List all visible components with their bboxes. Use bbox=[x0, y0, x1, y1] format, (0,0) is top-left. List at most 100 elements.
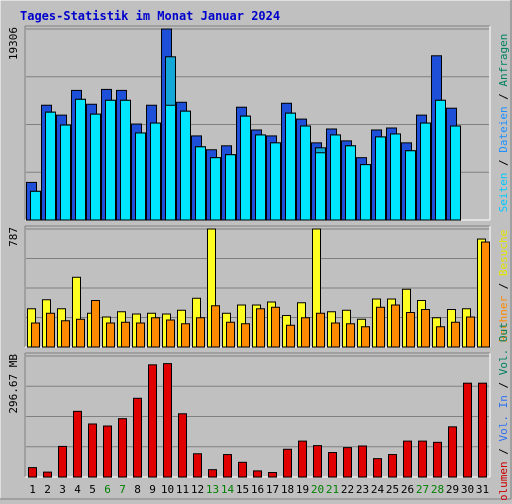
x-tick-label: 7 bbox=[119, 483, 126, 496]
y-axis-max-label: 296.67 MB bbox=[7, 354, 20, 414]
x-tick-label: 27 bbox=[416, 483, 429, 496]
12 bbox=[211, 305, 220, 348]
y-axis-max-label: 787 bbox=[7, 227, 20, 247]
14 bbox=[241, 323, 250, 348]
chart-title: Tages-Statistik im Monat Januar 2024 bbox=[20, 9, 280, 23]
x-tick-label: 22 bbox=[341, 483, 354, 496]
15 bbox=[253, 470, 262, 478]
29 bbox=[466, 316, 475, 348]
13 bbox=[225, 154, 236, 221]
x-tick-label: 11 bbox=[176, 483, 189, 496]
19 bbox=[316, 312, 325, 348]
3 bbox=[75, 98, 86, 221]
11 bbox=[195, 146, 206, 221]
17 bbox=[286, 324, 295, 348]
1 bbox=[46, 312, 55, 348]
legend-top: Seiten / Dateien / Anfragen bbox=[497, 34, 510, 213]
legend-entry: / bbox=[497, 87, 510, 107]
x-tick-label: 19 bbox=[296, 483, 309, 496]
18 bbox=[298, 440, 307, 478]
24 bbox=[388, 454, 397, 478]
16 bbox=[270, 142, 281, 221]
2 bbox=[60, 124, 71, 221]
y-axis-max-label: 19306 bbox=[7, 27, 20, 60]
22 bbox=[361, 326, 370, 348]
4 bbox=[88, 423, 97, 478]
8 bbox=[148, 364, 157, 478]
20 bbox=[330, 134, 341, 221]
chart-panel-3: 296.67 MB bbox=[7, 352, 491, 478]
23 bbox=[375, 136, 386, 221]
legend-entry: Rechner bbox=[497, 296, 510, 343]
legend-entry: / bbox=[497, 276, 510, 296]
27 bbox=[435, 99, 446, 221]
x-tick-label: 9 bbox=[149, 483, 156, 496]
30 bbox=[481, 241, 490, 348]
legend-bottom: Volumen / Vol. In / Vol. Out bbox=[497, 322, 510, 500]
legend-entry: / bbox=[497, 441, 510, 461]
0 bbox=[28, 467, 37, 478]
16 bbox=[271, 306, 280, 348]
legend-entry: Vol. In bbox=[497, 395, 510, 441]
chart-panel-1: 19306 bbox=[7, 25, 491, 221]
legend-middle: Rechner / Besuche bbox=[497, 230, 510, 343]
25 bbox=[403, 440, 412, 478]
0 bbox=[30, 190, 41, 221]
10 bbox=[180, 110, 191, 221]
x-tick-label: 14 bbox=[221, 483, 235, 496]
22 bbox=[360, 164, 371, 221]
23 bbox=[373, 458, 382, 478]
24 bbox=[391, 304, 400, 348]
7 bbox=[133, 397, 142, 478]
7 bbox=[136, 322, 145, 348]
x-tick-label: 21 bbox=[326, 483, 339, 496]
10 bbox=[178, 413, 187, 478]
legend-entry: Dateien bbox=[497, 106, 510, 152]
11 bbox=[193, 453, 202, 478]
legend-entry: / bbox=[497, 375, 510, 395]
9 bbox=[166, 319, 175, 348]
x-tick-label: 4 bbox=[74, 483, 81, 496]
chart-panel-2: 787 bbox=[7, 225, 491, 348]
x-tick-label: 23 bbox=[356, 483, 369, 496]
6 bbox=[118, 418, 127, 478]
26 bbox=[418, 440, 427, 478]
x-tick-label: 2 bbox=[44, 483, 51, 496]
x-tick-label: 29 bbox=[446, 483, 459, 496]
x-tick-label: 28 bbox=[431, 483, 444, 496]
legend-entry: Anfragen bbox=[497, 34, 510, 87]
3 bbox=[73, 410, 82, 478]
17 bbox=[285, 112, 296, 221]
9 bbox=[163, 363, 172, 478]
9 bbox=[165, 104, 176, 221]
legend-entry: / bbox=[497, 153, 510, 173]
x-tick-label: 30 bbox=[461, 483, 474, 496]
legend-entry: Besuche bbox=[497, 230, 510, 276]
1 bbox=[43, 471, 52, 478]
22 bbox=[358, 445, 367, 478]
x-tick-label: 16 bbox=[251, 483, 264, 496]
2 bbox=[58, 445, 67, 478]
27 bbox=[433, 441, 442, 478]
19 bbox=[315, 152, 326, 221]
legend-entry: Seiten bbox=[497, 173, 510, 213]
x-tick-label: 24 bbox=[371, 483, 385, 496]
x-tick-label: 10 bbox=[161, 483, 174, 496]
x-tick-label: 12 bbox=[191, 483, 204, 496]
18 bbox=[301, 317, 310, 348]
26 bbox=[420, 122, 431, 221]
0 bbox=[31, 322, 40, 348]
3 bbox=[76, 318, 85, 348]
legend-entry: Volumen bbox=[497, 461, 510, 500]
16 bbox=[268, 472, 277, 478]
30 bbox=[478, 382, 487, 478]
4 bbox=[91, 300, 100, 348]
8 bbox=[150, 122, 161, 221]
15 bbox=[255, 134, 266, 221]
4 bbox=[90, 113, 101, 221]
29 bbox=[463, 382, 472, 478]
x-tick-label: 3 bbox=[59, 483, 66, 496]
12 bbox=[210, 157, 221, 221]
10 bbox=[181, 323, 190, 348]
